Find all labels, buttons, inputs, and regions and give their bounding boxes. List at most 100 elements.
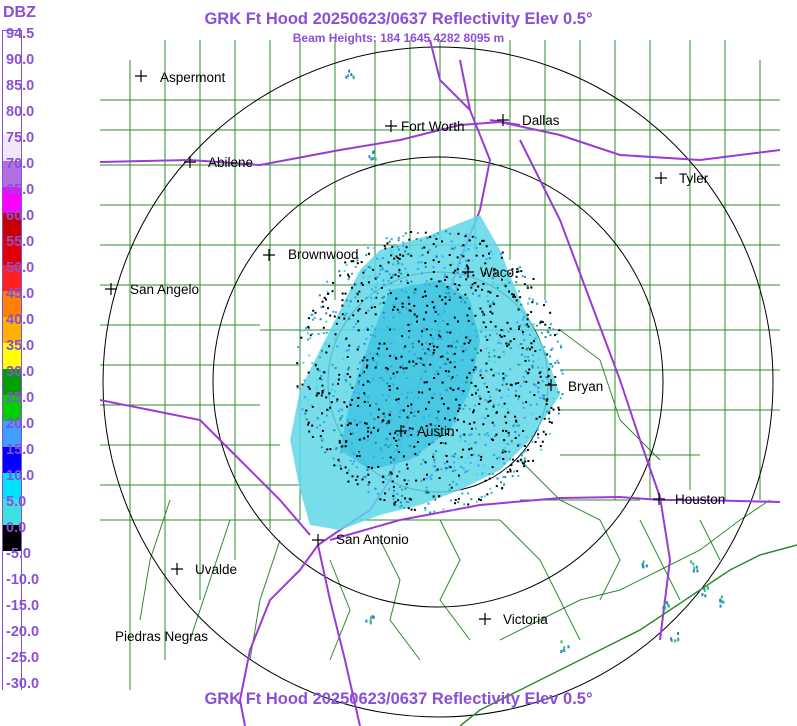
echo-pixel	[398, 257, 401, 260]
echo-pixel	[441, 255, 444, 258]
echo-pixel	[557, 406, 560, 409]
echo-pixel	[343, 314, 346, 317]
echo-pixel	[430, 278, 433, 281]
echo-pixel	[504, 382, 507, 385]
echo-pixel	[663, 601, 666, 605]
echo-pixel	[423, 327, 425, 330]
echo-pixel	[434, 373, 437, 376]
city-marker-icon	[653, 493, 665, 505]
echo-pixel	[367, 309, 370, 312]
echo-pixel	[500, 481, 502, 484]
echo-pixel	[501, 383, 504, 386]
echo-pixel	[507, 411, 510, 414]
echo-pixel	[341, 299, 344, 302]
echo-pixel	[437, 337, 440, 340]
echo-pixel	[389, 471, 392, 474]
echo-pixel	[450, 345, 453, 348]
echo-pixel	[534, 384, 537, 387]
echo-pixel	[520, 343, 523, 345]
echo-pixel	[484, 433, 487, 436]
echo-pixel	[509, 458, 511, 461]
echo-pixel	[396, 245, 399, 248]
echo-pixel	[405, 396, 408, 399]
echo-pixel	[393, 306, 396, 308]
echo-pixel	[305, 418, 308, 421]
echo-pixel	[487, 400, 490, 403]
echo-pixel	[517, 363, 520, 366]
echo-pixel	[360, 261, 363, 264]
echo-pixel	[524, 355, 527, 358]
echo-pixel	[449, 387, 452, 390]
echo-pixel	[536, 302, 539, 305]
echo-pixel	[521, 347, 524, 350]
echo-pixel	[332, 281, 335, 284]
echo-pixel	[474, 347, 477, 350]
echo-pixel	[464, 440, 467, 443]
echo-pixel	[481, 310, 484, 313]
echo-pixel	[450, 486, 453, 489]
echo-pixel	[369, 412, 372, 415]
echo-pixel	[431, 337, 434, 340]
echo-pixel	[366, 364, 369, 367]
echo-pixel	[519, 385, 522, 388]
echo-pixel	[322, 305, 325, 308]
echo-pixel	[523, 276, 526, 278]
echo-pixel	[296, 362, 299, 365]
echo-pixel	[328, 392, 331, 395]
echo-pixel	[402, 455, 405, 458]
echo-pixel	[311, 333, 314, 335]
echo-pixel	[662, 606, 665, 610]
echo-pixel	[410, 403, 413, 406]
echo-pixel	[387, 420, 390, 423]
echo-pixel	[447, 407, 450, 410]
echo-pixel	[540, 320, 543, 322]
echo-pixel	[721, 600, 724, 604]
echo-pixel	[310, 404, 313, 406]
echo-pixel	[321, 384, 324, 387]
echo-pixel	[404, 487, 407, 490]
echo-pixel	[321, 378, 323, 381]
echo-pixel	[330, 388, 333, 391]
echo-pixel	[345, 312, 348, 315]
echo-pixel	[377, 389, 380, 392]
echo-pixel	[428, 489, 431, 492]
echo-pixel	[401, 305, 404, 308]
echo-pixel	[370, 288, 373, 291]
echo-pixel	[481, 472, 484, 475]
echo-pixel	[369, 266, 372, 269]
echo-pixel	[494, 435, 497, 438]
echo-pixel	[420, 463, 423, 466]
echo-pixel	[560, 369, 563, 372]
echo-pixel	[422, 363, 425, 366]
echo-pixel	[505, 273, 508, 276]
echo-pixel	[402, 409, 405, 412]
echo-pixel	[521, 459, 524, 462]
echo-pixel	[512, 295, 515, 298]
echo-pixel	[522, 406, 525, 409]
echo-pixel	[329, 448, 332, 451]
echo-pixel	[346, 405, 348, 408]
echo-pixel	[517, 474, 520, 477]
echo-pixel	[512, 458, 514, 461]
echo-pixel	[509, 347, 512, 350]
echo-pixel	[320, 306, 323, 309]
echo-pixel	[703, 589, 706, 592]
echo-pixel	[523, 465, 525, 468]
echo-pixel	[344, 261, 347, 264]
echo-pixel	[444, 370, 447, 373]
echo-pixel	[511, 475, 514, 478]
echo-pixel	[529, 391, 532, 393]
echo-pixel	[431, 301, 434, 304]
echo-pixel	[474, 330, 477, 333]
legend-colorbar	[2, 30, 22, 707]
echo-pixel	[526, 285, 529, 288]
echo-pixel	[375, 402, 378, 405]
echo-pixel	[436, 370, 438, 373]
legend-swatch	[3, 551, 21, 577]
echo-pixel	[425, 477, 428, 480]
echo-pixel	[506, 443, 509, 445]
echo-pixel	[349, 422, 352, 425]
echo-pixel	[319, 318, 322, 321]
echo-pixel	[357, 329, 360, 332]
echo-pixel	[347, 304, 350, 307]
